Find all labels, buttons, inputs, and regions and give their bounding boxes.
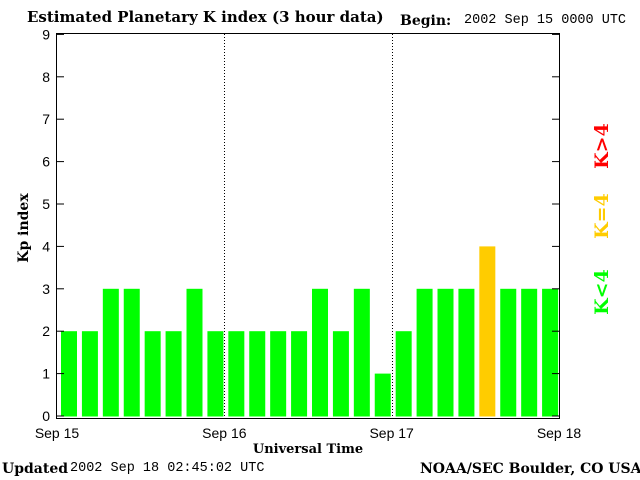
kp-bar — [270, 331, 287, 417]
updated-label: Updated — [2, 461, 69, 477]
kp-bar — [207, 331, 224, 417]
kp-bar — [102, 288, 119, 417]
x-axis-title: Universal Time — [253, 442, 363, 457]
y-tick-label: 5 — [42, 196, 50, 212]
y-tick-label: 8 — [42, 69, 50, 85]
legend-low: K<4 — [591, 269, 613, 315]
kp-bar — [249, 331, 266, 417]
y-axis-title: Kp index — [16, 193, 32, 263]
legend-high: K>4 — [591, 123, 613, 169]
kp-bar — [416, 288, 433, 417]
source-credit: NOAA/SEC Boulder, CO USA — [420, 461, 640, 477]
x-tick-label: Sep 17 — [369, 425, 414, 441]
kp-bar — [81, 331, 98, 417]
kp-bar — [228, 331, 245, 417]
kp-bar — [479, 246, 496, 417]
y-tick-label: 1 — [42, 366, 50, 382]
y-tick-label: 2 — [42, 323, 50, 339]
tick-group — [57, 33, 559, 417]
day-separator-group — [224, 34, 393, 418]
y-tick-label: 9 — [42, 26, 50, 42]
kp-bar — [332, 331, 349, 417]
begin-label: Begin: — [400, 13, 452, 29]
kp-bar — [374, 373, 391, 417]
bar-group — [61, 246, 559, 417]
kp-bar — [521, 288, 538, 417]
page-title: Estimated Planetary K index (3 hour data… — [27, 8, 384, 26]
y-tick-label: 4 — [42, 238, 50, 254]
kp-bar — [186, 288, 203, 417]
y-tick-label: 0 — [42, 408, 50, 424]
plot-frame — [56, 33, 560, 419]
kp-bar — [312, 288, 328, 417]
x-tick-label: Sep 15 — [35, 425, 80, 441]
y-tick-label: 6 — [42, 154, 50, 170]
kp-bar — [353, 288, 370, 417]
kp-bar — [500, 288, 517, 417]
kp-bar — [395, 331, 412, 417]
kp-bar — [437, 288, 454, 417]
kp-bar — [458, 288, 475, 417]
y-tick-label: 3 — [42, 281, 50, 297]
legend: K>4 K=4 K<4 — [591, 123, 613, 315]
kp-bar — [61, 331, 77, 417]
begin-value: 2002 Sep 15 0000 UTC — [464, 13, 627, 28]
axis-label-group: 0 1 2 3 4 5 6 7 8 9 Sep 15 Sep 16 Sep 17 Sep 18 — [35, 26, 582, 441]
kp-bar — [123, 288, 140, 417]
kp-bar — [542, 288, 559, 417]
x-tick-label: Sep 16 — [202, 425, 247, 441]
y-tick-label: 7 — [42, 111, 50, 127]
kp-bar — [144, 331, 161, 417]
updated-value: 2002 Sep 18 02:45:02 UTC — [70, 461, 265, 476]
kp-bar — [291, 331, 308, 417]
x-tick-label: Sep 18 — [537, 425, 582, 441]
kp-bar — [165, 331, 182, 417]
legend-equal: K=4 — [591, 193, 613, 239]
